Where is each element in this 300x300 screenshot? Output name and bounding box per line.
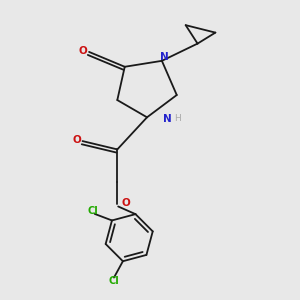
Text: Cl: Cl [88, 206, 99, 216]
Text: Cl: Cl [108, 276, 119, 286]
Text: O: O [72, 135, 81, 145]
Text: H: H [175, 114, 181, 123]
Text: N: N [160, 52, 169, 62]
Text: O: O [122, 198, 130, 208]
Text: N: N [163, 114, 172, 124]
Text: O: O [79, 46, 88, 56]
